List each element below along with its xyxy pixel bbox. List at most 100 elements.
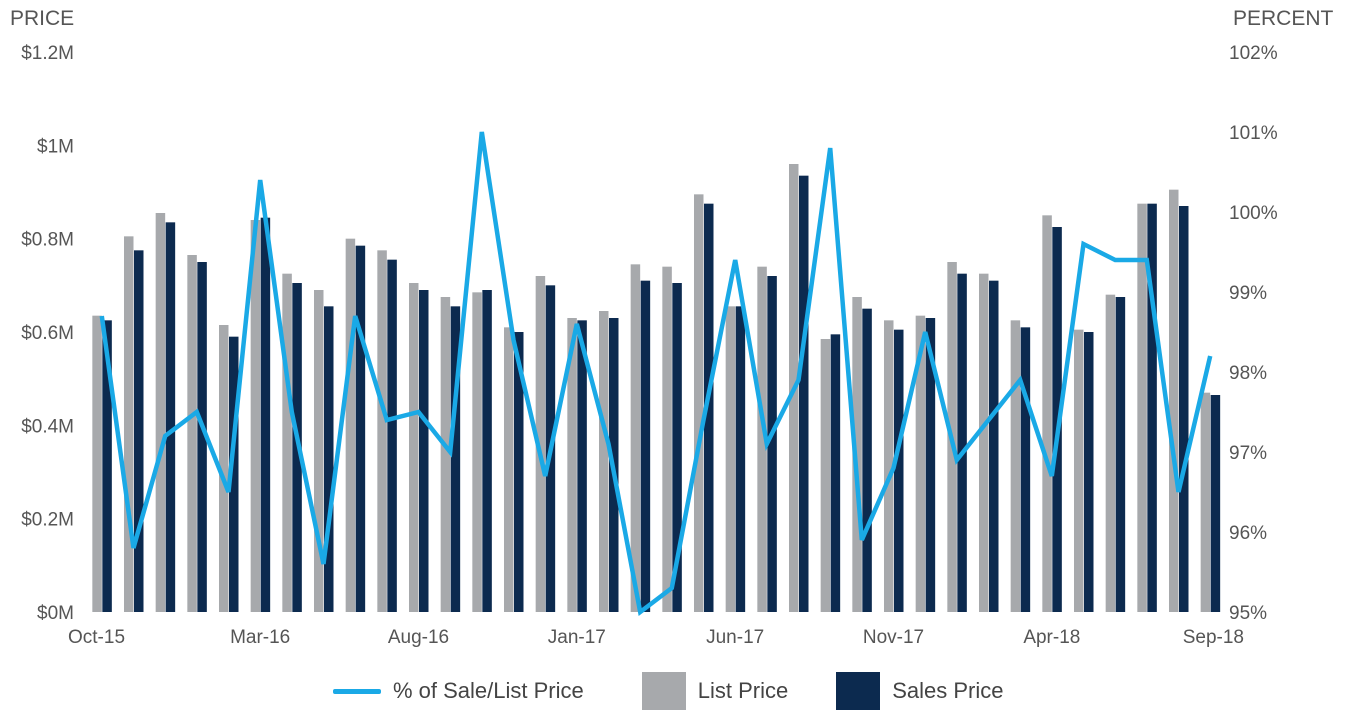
list-price-bar	[92, 315, 102, 612]
list-price-bar	[314, 290, 324, 612]
sales-price-bar	[957, 273, 967, 612]
sales-price-bar	[260, 217, 271, 612]
list-price-bar	[599, 311, 609, 612]
sales-price-bar	[767, 276, 777, 612]
right-axis-tick-label: 100%	[1229, 203, 1278, 224]
legend-label-sales-price: Sales Price	[892, 678, 1004, 703]
sales-price-bar	[102, 320, 112, 612]
list-price-bar	[662, 266, 672, 612]
list-price-bar	[440, 297, 451, 612]
right-axis-tick-label: 98%	[1229, 363, 1267, 384]
sales-price-bar	[1147, 203, 1157, 612]
sales-price-bar	[577, 320, 587, 612]
list-price-bar	[694, 194, 704, 613]
sales-price-bar	[1115, 297, 1126, 612]
sales-price-bar	[165, 222, 176, 613]
list-price-bar	[187, 255, 197, 612]
right-axis-tick-label: 95%	[1229, 603, 1267, 624]
sales-price-bar	[862, 308, 872, 612]
x-axis-tick-label: Jun-17	[706, 627, 764, 648]
sales-price-bar	[514, 332, 524, 612]
list-price-bar	[757, 266, 767, 612]
left-axis-tick-label: $1M	[37, 136, 74, 157]
x-axis-tick-label: Apr-18	[1023, 627, 1080, 648]
list-price-bar	[409, 283, 419, 612]
sales-price-bar	[640, 280, 651, 612]
list-price-bar	[155, 213, 166, 612]
list-price-bar	[567, 318, 577, 612]
list-price-bar	[820, 339, 831, 612]
list-price-bar	[124, 236, 134, 613]
left-axis-tick-label: $1.2M	[21, 43, 74, 64]
list-price-bar	[979, 273, 989, 612]
list-price-bar	[1010, 320, 1021, 612]
x-axis-tick-label: Oct-15	[68, 627, 125, 648]
sales-price-bar	[197, 262, 207, 612]
list-price-bar	[1200, 392, 1211, 612]
sales-price-bar	[1084, 332, 1094, 612]
left-axis-title: PRICE	[10, 7, 75, 30]
list-price-bar	[282, 273, 292, 612]
right-axis-tick-label: 99%	[1229, 283, 1267, 304]
list-price-bar	[1074, 329, 1084, 612]
list-price-bar	[345, 238, 356, 612]
sales-price-bar	[324, 306, 334, 612]
list-price-bar	[915, 315, 926, 612]
legend-item-percent: % of Sale/List Price	[333, 678, 584, 704]
list-price-bar	[504, 327, 514, 612]
x-axis-tick-label: Aug-16	[388, 627, 449, 648]
sales-price-bar	[450, 306, 461, 612]
left-axis-tick-label: $0.6M	[21, 323, 74, 344]
sales-price-bar	[799, 175, 809, 612]
right-axis-tick-label: 102%	[1229, 43, 1278, 64]
list-price-bar	[630, 264, 641, 612]
price-chart: $0M $0.2M $0.4M $0.6M $0.8M $1M $1.2M 95% 96% 97%…	[21, 43, 1278, 648]
list-price-bar	[1105, 294, 1116, 612]
sales-price-bar	[355, 245, 366, 612]
sales-price-bar	[387, 259, 397, 612]
sales-price-bar	[894, 329, 904, 612]
right-axis-title: PERCENT	[1233, 7, 1334, 30]
sales-price-bar	[925, 318, 936, 612]
sales-price-bar	[735, 306, 746, 612]
sales-price-bar	[1179, 206, 1189, 612]
legend-label-list-price: List Price	[697, 678, 789, 703]
legend-swatch-sales-price	[836, 672, 881, 710]
legend-item-list-price: List Price	[641, 672, 789, 710]
legend-swatch-percent	[333, 688, 381, 694]
sales-price-bar	[1210, 395, 1221, 612]
list-price-bar	[377, 250, 387, 613]
chart-legend: % of Sale/List Price List Price Sales Pr…	[333, 672, 1004, 710]
legend-swatch-list-price	[641, 672, 686, 710]
sales-price-bar	[482, 290, 492, 612]
list-price-bar	[884, 320, 894, 612]
sales-price-bar	[229, 336, 239, 612]
x-axis-tick-label: Jan-17	[548, 627, 606, 648]
sales-price-bar	[1020, 327, 1031, 612]
sales-price-bar	[134, 250, 144, 613]
list-price-bar	[725, 306, 736, 612]
left-axis-tick-label: $0M	[37, 603, 74, 624]
list-price-bar	[1042, 215, 1052, 613]
sale-list-percent-line	[99, 131, 1213, 616]
legend-item-sales-price: Sales Price	[836, 672, 1004, 710]
left-axis-tick-label: $0.2M	[21, 510, 74, 531]
sales-price-bar	[989, 280, 999, 612]
legend-label-percent: % of Sale/List Price	[393, 678, 584, 703]
sales-price-bar	[830, 334, 841, 612]
left-axis-tick-label: $0.4M	[21, 416, 74, 437]
right-axis-tick-label: 101%	[1229, 123, 1278, 144]
list-price-bar	[219, 325, 229, 612]
sales-price-bar	[419, 290, 429, 612]
list-price-bar	[1137, 203, 1147, 612]
x-axis-tick-label: Sep-18	[1183, 627, 1244, 648]
right-axis-tick-label: 97%	[1229, 443, 1267, 464]
list-price-bar	[472, 292, 482, 612]
list-price-bar	[250, 220, 261, 612]
left-axis-tick-label: $0.8M	[21, 230, 74, 251]
right-axis-tick-label: 96%	[1229, 523, 1267, 544]
sales-price-bar	[704, 203, 714, 612]
sales-price-bar	[672, 283, 682, 612]
list-price-bar	[535, 276, 546, 612]
x-axis-tick-label: Nov-17	[863, 627, 924, 648]
